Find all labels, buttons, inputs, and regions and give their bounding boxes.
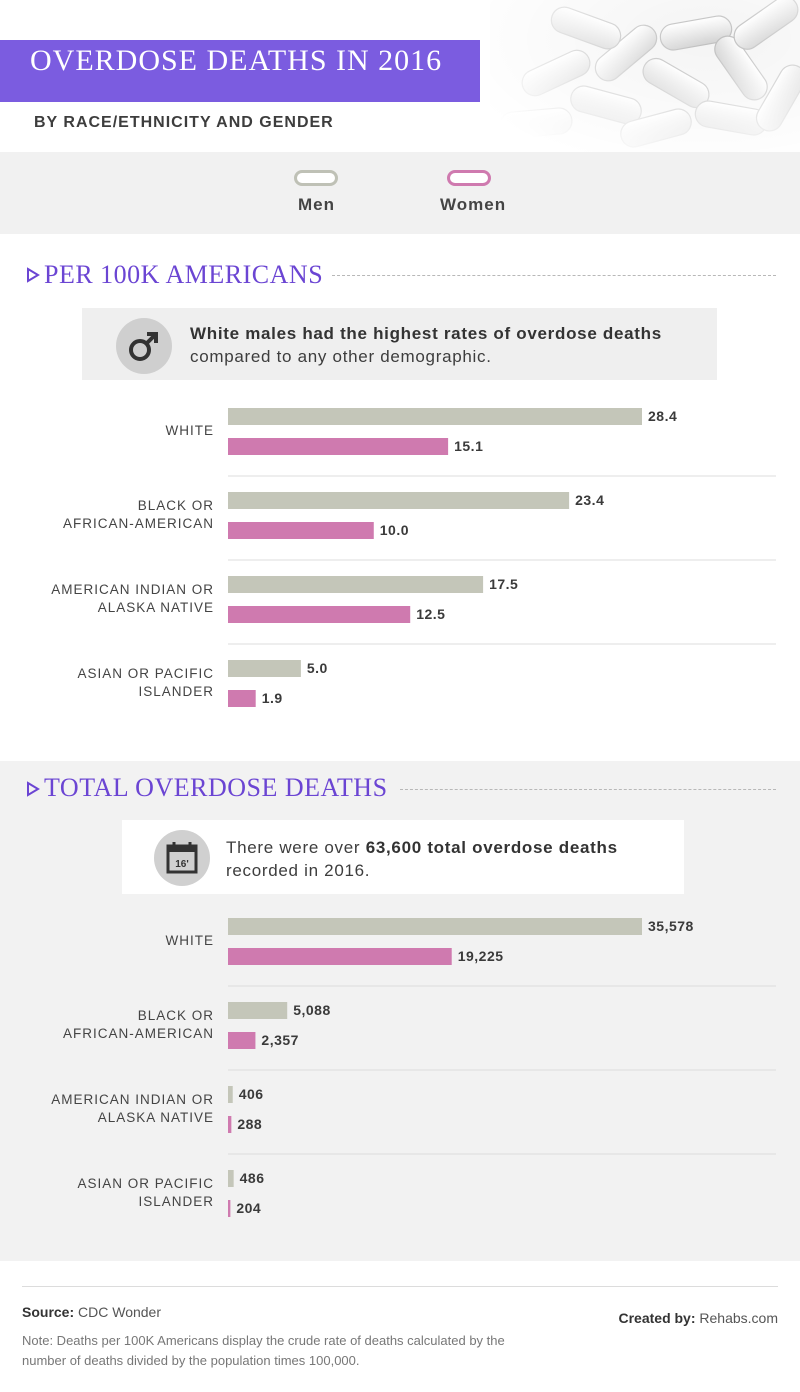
category-label: BLACK OR: [138, 498, 214, 513]
page-subtitle: BY RACE/ETHNICITY AND GENDER: [34, 114, 334, 131]
category-label: WHITE: [166, 423, 215, 438]
legend-label-men: Men: [298, 195, 335, 214]
value-label: 204: [236, 1200, 261, 1216]
pills-illustration: [490, 0, 800, 155]
value-label: 486: [240, 1170, 265, 1186]
bar-women: [228, 948, 452, 965]
callout-text: White males had the highest rates of ove…: [190, 322, 710, 368]
legend-swatch-women: [447, 170, 491, 186]
bar-women: [228, 606, 411, 623]
value-label: 406: [239, 1086, 264, 1102]
value-label: 5,088: [293, 1002, 331, 1018]
calendar-label: 16': [175, 859, 189, 870]
bar-men: [228, 408, 642, 425]
section-heading-per-100k: PER 100K AMERICANS: [44, 260, 324, 289]
category-label: AFRICAN-AMERICAN: [63, 1026, 214, 1041]
bar-men: [228, 492, 570, 509]
chart-total-deaths: WHITE 35,578 19,225 BLACK OR AFRICAN-AMERICA…: [51, 918, 776, 1217]
source: Source: CDC Wonder: [22, 1304, 161, 1320]
bar-men: [228, 1170, 234, 1187]
triangle-bullet-icon: [27, 267, 40, 283]
male-symbol-icon: [116, 318, 172, 374]
page-title: OVERDOSE DEATHS IN 2016: [30, 44, 443, 77]
category-label: ISLANDER: [138, 1194, 214, 1209]
title-banner: [0, 40, 480, 102]
value-label: 23.4: [575, 492, 604, 508]
bar-men: [228, 576, 484, 593]
category-label: AMERICAN INDIAN OR: [51, 582, 214, 597]
value-label: 15.1: [454, 438, 483, 454]
category-label: ASIAN OR PACIFIC: [77, 666, 214, 681]
category-label: ASIAN OR PACIFIC: [77, 1176, 214, 1191]
callout-box: [122, 820, 684, 894]
value-label: 2,357: [261, 1032, 299, 1048]
section-divider: [332, 275, 776, 276]
category-label: AMERICAN INDIAN OR: [51, 1092, 214, 1107]
section-heading-total: TOTAL OVERDOSE DEATHS: [44, 773, 388, 802]
bar-men: [228, 918, 642, 935]
bar-men: [228, 660, 301, 677]
credit-value: Rehabs.com: [699, 1310, 778, 1326]
value-label: 17.5: [489, 576, 518, 592]
bar-women: [228, 522, 374, 539]
callout-rest: compared to any other demographic.: [190, 347, 492, 366]
callout-box: [82, 308, 717, 380]
bar-women: [228, 1032, 256, 1049]
credit-label: Created by:: [618, 1310, 696, 1326]
callout-pre: There were over: [226, 838, 366, 857]
callout-post: recorded in 2016.: [226, 861, 371, 880]
value-label: 35,578: [648, 918, 694, 934]
value-label: 10.0: [380, 522, 409, 538]
bar-men: [228, 1086, 233, 1103]
bar-women: [228, 438, 449, 455]
value-label: 5.0: [307, 660, 328, 676]
credit: Created by: Rehabs.com: [618, 1310, 778, 1326]
category-label: WHITE: [166, 933, 215, 948]
value-label: 12.5: [416, 606, 445, 622]
calendar-icon: 16': [154, 830, 210, 886]
value-label: 28.4: [648, 408, 677, 424]
section-divider: [400, 789, 776, 790]
footnote: Note: Deaths per 100K Americans display …: [22, 1333, 505, 1368]
bar-men: [228, 1002, 288, 1019]
chart-per-100k: WHITE 28.4 15.1 BLACK OR AFRICAN-AMERICAN 23.…: [51, 408, 776, 707]
source-value: CDC Wonder: [78, 1304, 162, 1320]
value-label: 1.9: [262, 690, 283, 706]
legend-swatch-men: [294, 170, 338, 186]
category-label: AFRICAN-AMERICAN: [63, 516, 214, 531]
callout-bold: 63,600 total overdose deaths: [365, 838, 618, 857]
legend: Men Women: [0, 152, 800, 234]
bar-women: [228, 1200, 231, 1217]
legend-label-women: Women: [440, 195, 507, 214]
category-label: BLACK OR: [138, 1008, 214, 1023]
callout-text: There were over 63,600 total overdose de…: [226, 836, 676, 882]
callout-bold: White males had the highest rates of ove…: [190, 324, 662, 343]
value-label: 19,225: [458, 948, 504, 964]
category-label: ISLANDER: [138, 684, 214, 699]
value-label: 288: [237, 1116, 262, 1132]
source-label: Source:: [22, 1304, 75, 1320]
footer-divider: [22, 1286, 778, 1287]
bar-women: [228, 690, 256, 707]
triangle-bullet-icon: [27, 781, 40, 797]
category-label: ALASKA NATIVE: [98, 600, 214, 615]
bar-women: [228, 1116, 232, 1133]
category-label: ALASKA NATIVE: [98, 1110, 214, 1125]
